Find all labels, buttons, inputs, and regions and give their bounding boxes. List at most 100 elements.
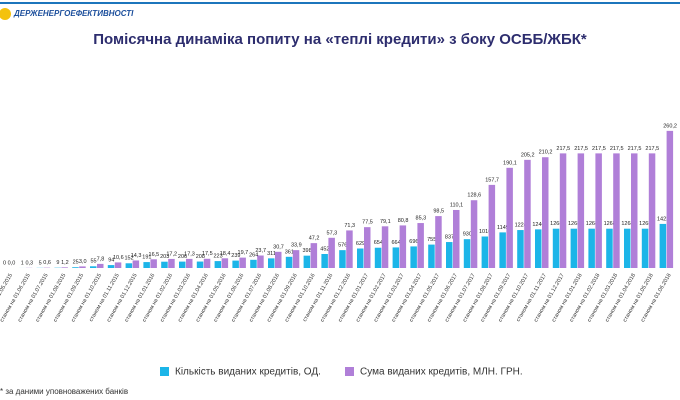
data-label: 217,5 bbox=[610, 146, 624, 152]
data-label: 7,8 bbox=[97, 256, 105, 262]
bar bbox=[428, 244, 435, 268]
bar bbox=[257, 255, 264, 268]
legend-swatch bbox=[160, 367, 169, 376]
data-label: 930 bbox=[463, 232, 472, 238]
data-label: 18,4 bbox=[220, 251, 231, 257]
bar bbox=[346, 230, 353, 268]
bar bbox=[61, 267, 68, 268]
data-label: 755 bbox=[427, 237, 436, 243]
data-label: 5 bbox=[39, 260, 42, 266]
bar bbox=[114, 262, 122, 268]
bar bbox=[239, 257, 246, 268]
bar bbox=[559, 153, 567, 268]
data-label: 94 bbox=[108, 258, 114, 264]
data-label: 110,1 bbox=[450, 202, 463, 208]
data-label: 0 bbox=[3, 260, 6, 266]
data-label: 361 bbox=[285, 249, 294, 255]
bar bbox=[606, 228, 613, 268]
logo-text: ДЕРЖЕНЕРГОЕФЕКТИВНОСТІ bbox=[13, 9, 134, 18]
data-label: 208 bbox=[196, 254, 205, 260]
bar bbox=[221, 258, 229, 268]
bar bbox=[161, 261, 168, 268]
data-label: 85,3 bbox=[416, 216, 427, 222]
bar bbox=[624, 228, 631, 268]
data-label: 223 bbox=[214, 254, 223, 260]
data-label: 3,0 bbox=[79, 259, 87, 265]
data-label: 576 bbox=[338, 243, 347, 249]
data-label: 30,7 bbox=[273, 244, 284, 250]
chart-title: Помісячна динаміка попиту на «теплі кред… bbox=[93, 31, 587, 48]
bar bbox=[446, 242, 453, 268]
bar bbox=[203, 258, 211, 268]
data-label: 57,3 bbox=[327, 230, 338, 236]
data-label: 217,5 bbox=[592, 146, 606, 152]
bar bbox=[648, 153, 656, 268]
bar bbox=[310, 243, 318, 268]
data-label: 191 bbox=[142, 255, 151, 261]
bar bbox=[250, 259, 257, 268]
data-label: 311 bbox=[267, 251, 276, 257]
data-label: 16,5 bbox=[149, 252, 160, 258]
bar bbox=[285, 256, 293, 268]
data-label: 1224 bbox=[515, 223, 527, 229]
legend-label: Кількість виданих кредитів, ОД. bbox=[175, 367, 321, 378]
bar bbox=[542, 157, 549, 268]
data-label: 33,9 bbox=[291, 243, 302, 249]
data-label: 629 bbox=[356, 241, 365, 247]
bar bbox=[364, 227, 371, 268]
data-label: 0,6 bbox=[43, 260, 51, 266]
bar bbox=[517, 230, 524, 268]
bar bbox=[613, 153, 620, 268]
bar bbox=[499, 232, 506, 268]
bar bbox=[268, 258, 275, 268]
bar bbox=[374, 247, 382, 268]
bar bbox=[275, 251, 282, 268]
data-label: 55 bbox=[90, 259, 96, 265]
data-label: 190,1 bbox=[503, 160, 517, 166]
data-label: 1149 bbox=[497, 225, 509, 231]
data-label: 0,3 bbox=[25, 260, 33, 266]
bar bbox=[570, 228, 578, 268]
bar bbox=[381, 226, 389, 268]
bar bbox=[506, 167, 513, 268]
bar bbox=[292, 250, 300, 268]
bar bbox=[143, 262, 150, 268]
bar bbox=[631, 153, 638, 268]
bar bbox=[588, 228, 595, 268]
bar bbox=[488, 184, 496, 268]
data-label: 0,0 bbox=[8, 260, 16, 266]
data-label: 217,5 bbox=[645, 146, 659, 152]
data-label: 1268 bbox=[604, 221, 616, 227]
data-label: 19,7 bbox=[238, 250, 249, 256]
data-label: 10,6 bbox=[113, 255, 124, 261]
bar bbox=[79, 266, 86, 268]
data-label: 1268 bbox=[621, 221, 633, 227]
data-label: 98,5 bbox=[433, 209, 444, 215]
legend-label: Сума виданих кредитів, МЛН. ГРН. bbox=[360, 367, 523, 378]
data-label: 696 bbox=[409, 239, 418, 245]
bar bbox=[641, 228, 649, 268]
bar bbox=[535, 229, 542, 268]
data-label: 157,7 bbox=[485, 177, 499, 183]
data-label: 217,5 bbox=[628, 146, 642, 152]
bar bbox=[186, 258, 193, 268]
data-label: 203 bbox=[160, 254, 169, 260]
data-label: 654 bbox=[374, 240, 383, 246]
data-label: 152 bbox=[125, 256, 134, 262]
data-label: 206 bbox=[178, 254, 187, 260]
bar bbox=[107, 265, 115, 268]
data-label: 1016 bbox=[479, 229, 491, 235]
data-label: 217,5 bbox=[574, 146, 588, 152]
bar bbox=[392, 247, 400, 268]
bar bbox=[232, 260, 239, 268]
bar bbox=[150, 259, 157, 268]
data-label: 217,5 bbox=[556, 146, 570, 152]
data-label: 837 bbox=[445, 235, 454, 241]
data-label: 128,6 bbox=[467, 193, 481, 199]
bar bbox=[214, 261, 222, 268]
bar bbox=[90, 266, 97, 268]
bar bbox=[552, 228, 560, 268]
bar bbox=[435, 216, 442, 268]
